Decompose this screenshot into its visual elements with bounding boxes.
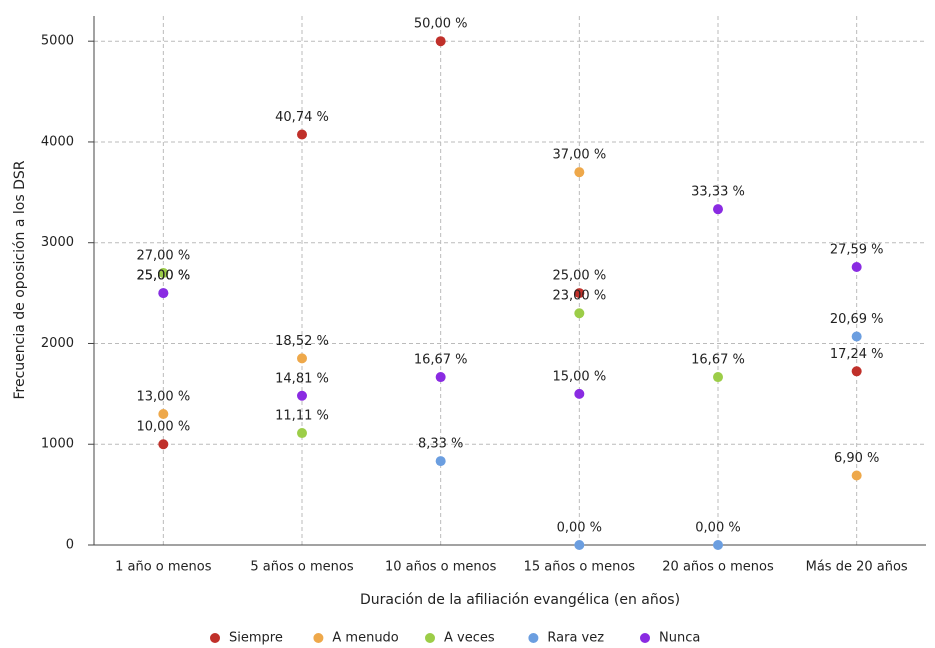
data-label: 13,00 %	[136, 390, 190, 405]
point	[852, 366, 862, 376]
y-tick-label: 1000	[41, 437, 74, 452]
data-label: 14,81 %	[275, 371, 329, 386]
point	[713, 372, 723, 382]
x-tick-label: 5 años o menos	[250, 560, 353, 575]
legend-marker	[640, 633, 650, 643]
legend-marker	[528, 633, 538, 643]
legend-label: Siempre	[229, 631, 283, 646]
legend-marker	[425, 633, 435, 643]
chart: Duración de la afiliación evangélica (en…	[0, 0, 935, 648]
point	[852, 332, 862, 342]
data-label: 16,67 %	[414, 353, 468, 368]
x-tick-label: 20 años o menos	[662, 560, 774, 575]
legend-marker	[313, 633, 323, 643]
point	[852, 262, 862, 272]
point	[436, 36, 446, 46]
data-label: 50,00 %	[414, 17, 468, 32]
x-tick-label: 10 años o menos	[385, 560, 497, 575]
y-tick-label: 0	[66, 538, 74, 553]
point	[436, 372, 446, 382]
point	[574, 540, 584, 550]
data-label: 33,33 %	[691, 185, 745, 200]
point	[297, 391, 307, 401]
data-label: 0,00 %	[557, 521, 602, 536]
legend-marker	[210, 633, 220, 643]
legend-label: A menudo	[332, 631, 398, 646]
data-label: 25,00 %	[136, 269, 190, 284]
point	[297, 129, 307, 139]
data-label: 17,24 %	[830, 347, 884, 362]
data-label: 15,00 %	[552, 369, 606, 384]
data-label: 8,33 %	[418, 437, 463, 452]
point	[713, 540, 723, 550]
data-label: 6,90 %	[834, 451, 879, 466]
data-label: 25,00 %	[552, 269, 606, 284]
point	[158, 288, 168, 298]
data-label: 27,00 %	[136, 248, 190, 263]
data-label: 11,11 %	[275, 409, 329, 424]
data-label: 23,00 %	[552, 289, 606, 304]
point	[158, 409, 168, 419]
data-label: 10,00 %	[136, 420, 190, 435]
point	[158, 439, 168, 449]
data-label: 16,67 %	[691, 353, 745, 368]
legend-label: Nunca	[659, 631, 700, 646]
point	[436, 456, 446, 466]
x-tick-label: Más de 20 años	[806, 560, 908, 575]
point	[852, 470, 862, 480]
data-label: 18,52 %	[275, 334, 329, 349]
y-tick-label: 3000	[41, 235, 74, 250]
y-tick-label: 2000	[41, 336, 74, 351]
data-label: 0,00 %	[695, 521, 740, 536]
y-tick-label: 5000	[41, 34, 74, 49]
point	[297, 428, 307, 438]
point	[574, 308, 584, 318]
y-axis-label: Frecuencia de oposición a los DSR	[12, 160, 28, 399]
point	[574, 389, 584, 399]
point	[713, 204, 723, 214]
point	[574, 167, 584, 177]
data-label: 40,74 %	[275, 110, 329, 125]
legend-label: Rara vez	[547, 631, 604, 646]
data-label: 20,69 %	[830, 312, 884, 327]
x-tick-label: 15 años o menos	[524, 560, 636, 575]
data-label: 27,59 %	[830, 242, 884, 257]
y-tick-label: 4000	[41, 134, 74, 149]
x-tick-label: 1 año o menos	[115, 560, 212, 575]
point	[297, 353, 307, 363]
data-label: 37,00 %	[552, 148, 606, 163]
x-axis-label: Duración de la afiliación evangélica (en…	[360, 592, 680, 608]
legend-label: A veces	[444, 631, 495, 646]
